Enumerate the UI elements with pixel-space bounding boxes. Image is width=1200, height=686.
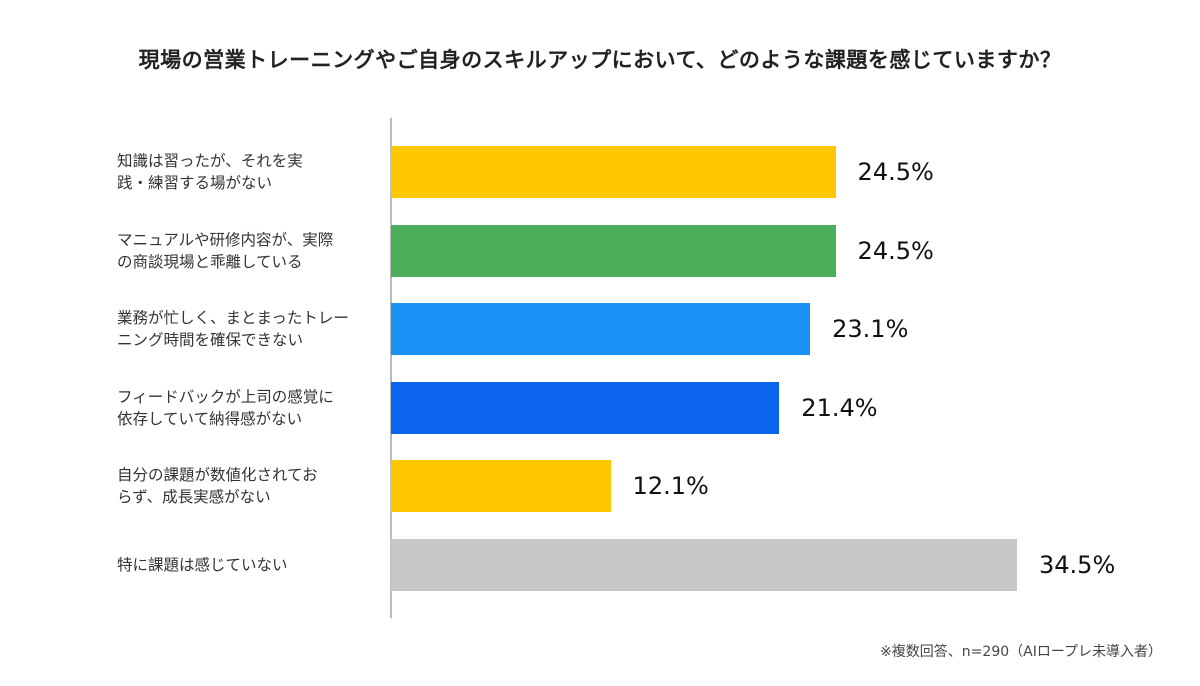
category-label-line: 自分の課題が数値化されてお — [117, 466, 318, 484]
bar — [391, 460, 611, 512]
chart-title: 現場の営業トレーニングやご自身のスキルアップにおいて、どのような課題を感じていま… — [138, 48, 1062, 72]
data-label: 23.1% — [832, 315, 909, 343]
bar — [391, 146, 836, 198]
category-label-line: 特に課題は感じていない — [117, 555, 288, 574]
category-label: 特に課題は感じていない — [117, 554, 382, 576]
category-label: 業務が忙しく、まとまったトレー ニング時間を確保できない — [117, 307, 382, 351]
y-axis-line — [390, 118, 392, 618]
category-label-line: らず、成長実感がない — [117, 488, 271, 506]
bar — [391, 224, 836, 277]
category-label: 知識は習ったが、それを実 践・練習する場がない — [117, 150, 382, 194]
category-label-line: フィードバックが上司の感覚に — [117, 387, 334, 406]
category-label-line: マニュアルや研修内容が、実際 — [117, 230, 334, 249]
category-label-line: の商談現場と乖離している — [117, 252, 303, 271]
bar — [391, 381, 780, 434]
data-label: 21.4% — [801, 393, 878, 422]
category-label: 自分の課題が数値化されてお らず、成長実感がない — [117, 464, 382, 508]
category-label: フィードバックが上司の感覚に 依存していて納得感がない — [117, 386, 382, 430]
bar — [391, 538, 1017, 591]
bar — [391, 303, 811, 355]
category-label-line: 践・練習する場がない — [117, 174, 273, 192]
category-label-line: ニング時間を確保できない — [117, 331, 304, 349]
data-label: 12.1% — [632, 472, 709, 500]
footnote: ※複数回答、n=290（AIロープレ未導入者） — [880, 644, 1162, 660]
data-label: 34.5% — [1039, 550, 1116, 579]
data-label: 24.5% — [857, 158, 934, 186]
category-label-line: 業務が忙しく、まとまったトレー — [117, 309, 349, 327]
data-label: 24.5% — [857, 236, 934, 265]
category-label-line: 依存していて納得感がない — [117, 409, 303, 428]
category-label: マニュアルや研修内容が、実際 の商談現場と乖離している — [117, 229, 382, 273]
category-label-line: 知識は習ったが、それを実 — [117, 152, 303, 170]
